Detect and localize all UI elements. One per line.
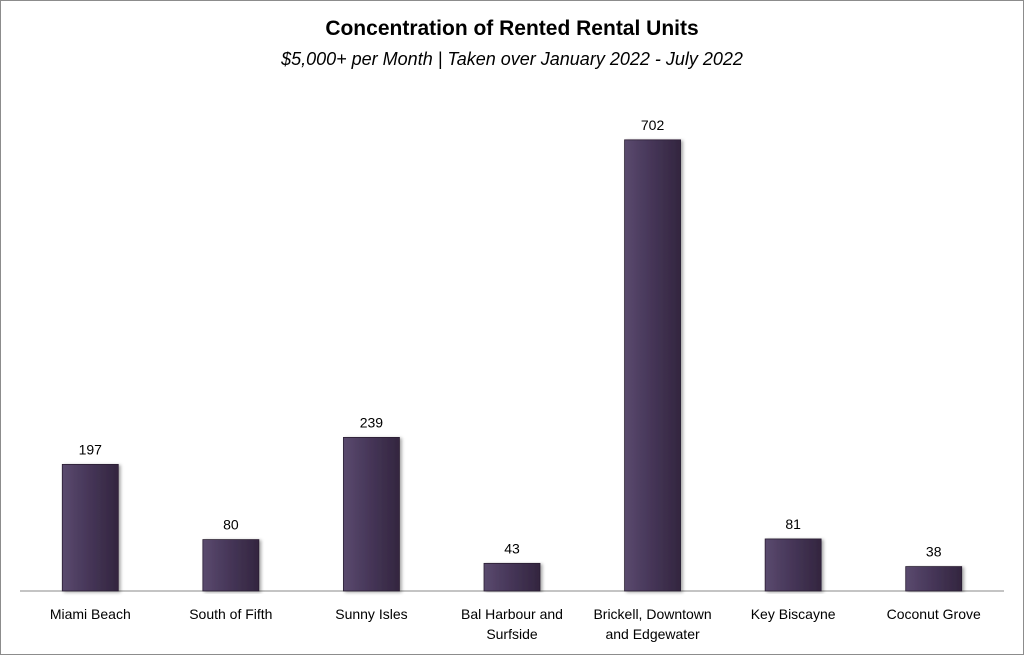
data-label: 239 — [360, 414, 384, 430]
category-label: South of Fifth — [189, 606, 272, 622]
data-label: 81 — [785, 516, 801, 532]
bar — [764, 538, 822, 592]
category-label: Miami Beach — [50, 606, 131, 622]
category-label: Key Biscayne — [751, 606, 836, 622]
data-label: 197 — [79, 441, 103, 457]
category-label: Brickell, Downtown — [593, 606, 711, 622]
bar — [202, 539, 260, 592]
chart-title: Concentration of Rented Rental Units — [325, 17, 699, 40]
chart-subtitle: $5,000+ per Month | Taken over January 2… — [281, 49, 743, 69]
category-label: Coconut Grove — [887, 606, 981, 622]
data-label: 43 — [504, 540, 520, 556]
bar — [61, 463, 119, 592]
category-label: and Edgewater — [605, 626, 700, 642]
category-label: Bal Harbour and — [461, 606, 563, 622]
bar — [343, 437, 400, 592]
category-label: Sunny Isles — [335, 606, 407, 622]
data-label: 38 — [926, 544, 942, 560]
bar — [624, 139, 681, 592]
data-label: 702 — [641, 117, 665, 133]
data-label: 80 — [223, 517, 239, 533]
bar — [905, 566, 963, 592]
bar — [483, 562, 541, 592]
category-label: Surfside — [486, 626, 538, 642]
